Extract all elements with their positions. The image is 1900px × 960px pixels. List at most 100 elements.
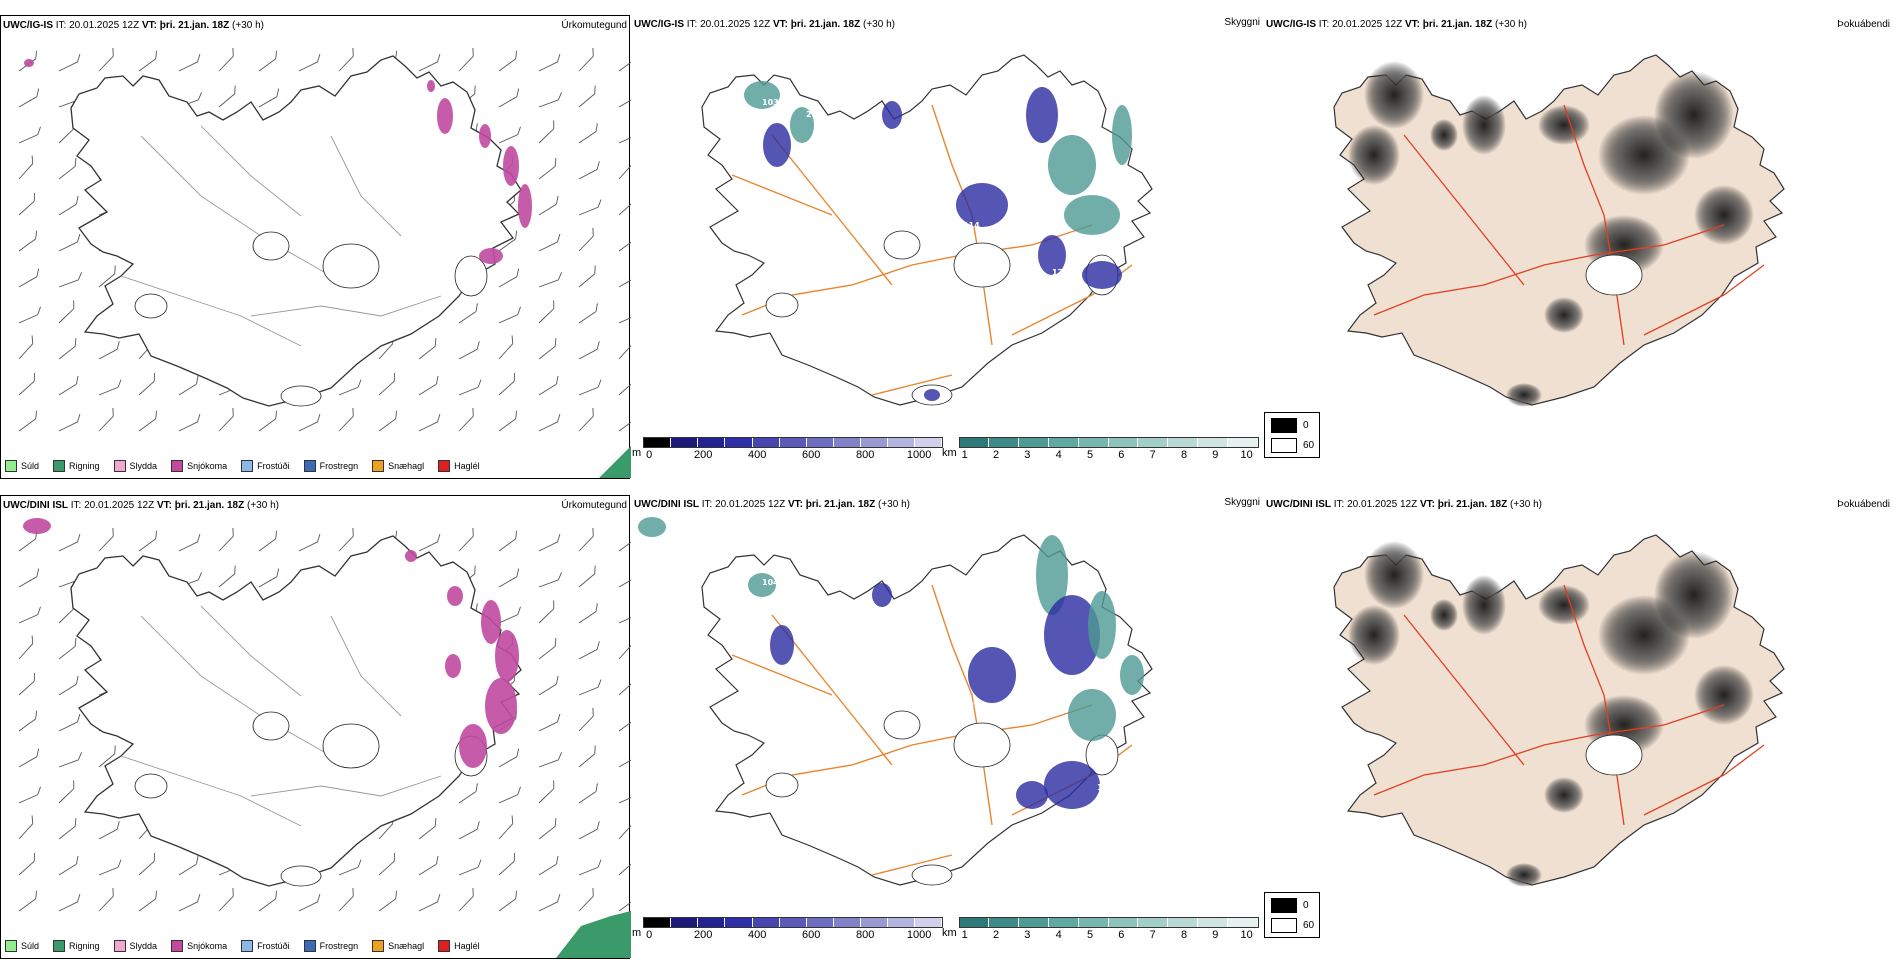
wind-barb (18, 635, 34, 660)
wind-barb (538, 752, 562, 768)
wind-barb (538, 300, 555, 324)
legend-label: Súld (21, 941, 40, 951)
road-line (1373, 704, 1725, 796)
glacier-outline (280, 385, 322, 407)
wind-barb (258, 88, 280, 108)
low-cloud-area (1026, 87, 1058, 143)
panel-title: Skyggni (1224, 17, 1260, 28)
road-line (741, 704, 1093, 796)
wind-barb (98, 407, 114, 432)
low-cloud-area (1082, 261, 1122, 289)
fog-area (1694, 665, 1754, 725)
km-colorbar-top: km 1 2 3 4 5 6 7 8 9 10 (942, 437, 1259, 467)
cloud-base-label: 133 (1030, 742, 1047, 751)
wind-barb (578, 887, 594, 912)
colorbar-tick: 200 (693, 449, 713, 461)
colorbar-tick: 7 (1149, 929, 1156, 941)
wind-barb (538, 713, 561, 732)
legend-label: Snjókoma (187, 461, 228, 471)
cloud-base-label: 188 (1007, 713, 1024, 722)
wind-barb (458, 303, 478, 324)
cloud-base-label: 228 (940, 672, 957, 681)
glacier-outline (322, 723, 380, 769)
colorbar-tick: 2 (992, 929, 1000, 941)
low-cloud-area (1044, 761, 1100, 809)
low-cloud-area (956, 183, 1008, 227)
wind-barb (578, 303, 598, 324)
cloud-base-label: 104 (896, 180, 913, 189)
wind-barb (18, 126, 41, 144)
glacier-outline (454, 255, 488, 297)
snow-area (518, 184, 532, 228)
wind-barb (258, 890, 278, 912)
legend-swatch (53, 460, 66, 472)
colorbar-cell (806, 438, 834, 447)
wind-barb (618, 96, 631, 108)
road-line (250, 775, 442, 797)
wind-barb (618, 576, 631, 588)
colorbar-cell (959, 438, 990, 447)
colorbar-tick: 5 (1086, 449, 1094, 461)
colorbar-cell (725, 438, 753, 447)
panel-title: Þokuábendi (1837, 19, 1890, 30)
wind-barb (18, 890, 38, 912)
glacier-outline (765, 292, 799, 318)
snow-area (24, 59, 34, 67)
precip-type-map (18, 47, 631, 478)
wind-barb (498, 815, 514, 840)
wind-barb (18, 335, 34, 360)
legend-swatch (372, 940, 385, 952)
wind-barb (138, 530, 158, 552)
colorbar-tick: 10 (1240, 929, 1253, 941)
cloud-base-label: 108 (829, 619, 846, 628)
colorbar-cell (644, 918, 672, 927)
precip-legend: Súld Rigning Slydda Snjókoma Frostúði Frostre… (5, 940, 480, 952)
wind-barb (338, 859, 362, 876)
fog-area (1654, 71, 1734, 159)
glacier-outline (765, 772, 799, 798)
wind-barb (578, 407, 594, 432)
colorbar-tick: 800 (855, 449, 875, 461)
wind-barb (538, 780, 555, 804)
colorbar-cell (1168, 918, 1199, 927)
colorbar-cell (888, 438, 916, 447)
road-line (1373, 224, 1725, 316)
wind-barb (418, 855, 439, 876)
snow-area (479, 124, 491, 148)
panel-header: UWC/DINI ISL IT: 20.01.2025 12Z VT: þri.… (3, 500, 279, 511)
low-cloud-area (638, 517, 666, 537)
colorbar-cell (1019, 918, 1050, 927)
colorbar-cell (1108, 438, 1139, 447)
colorbar-cell (671, 918, 699, 927)
legend-swatch (438, 940, 451, 952)
road-line (1563, 104, 1625, 346)
wind-barb (138, 50, 158, 72)
colorbar-cell (1198, 438, 1228, 447)
low-cloud-area (1036, 535, 1068, 615)
cloud-base-label: 104 (762, 578, 779, 587)
wind-barb (98, 745, 116, 768)
snow-area (437, 98, 453, 134)
road-line (1563, 584, 1625, 826)
road-line (1643, 264, 1765, 336)
wind-barb (618, 238, 631, 252)
legend-swatch (171, 460, 184, 472)
colorbar-tick: 600 (801, 929, 821, 941)
colorbar-tick: 4 (1055, 929, 1062, 941)
colorbar-cell (1227, 918, 1258, 927)
fog-area (1544, 777, 1584, 813)
low-cloud-area (1068, 689, 1116, 741)
cloud-base-label: 185 (784, 584, 801, 593)
colorbar-tick: 0 (646, 929, 653, 941)
wind-barb (58, 638, 77, 660)
wind-barb (98, 265, 116, 288)
low-cloud-area (1044, 595, 1100, 675)
snow-area (427, 80, 435, 92)
legend-swatch (113, 940, 126, 952)
road-line (731, 654, 833, 696)
snow-area (485, 678, 517, 734)
fog-panel-top: UWC/IG-IS IT: 20.01.2025 12Z VT: þri. 21… (1264, 15, 1894, 479)
wind-barb (578, 707, 594, 732)
colorbar-tick: 8 (1180, 449, 1188, 461)
low-cloud-area (1088, 591, 1116, 659)
